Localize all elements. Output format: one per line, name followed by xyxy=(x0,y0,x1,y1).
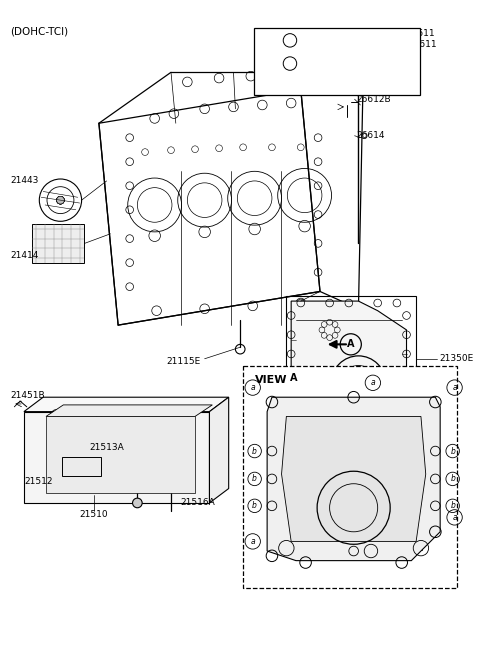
Text: 1140GD: 1140GD xyxy=(356,59,390,68)
Text: PNC: PNC xyxy=(364,80,382,89)
Text: 21513A: 21513A xyxy=(89,443,124,452)
Text: b: b xyxy=(450,501,455,510)
Polygon shape xyxy=(209,398,228,503)
Text: 1140EJ: 1140EJ xyxy=(363,73,395,83)
Text: b: b xyxy=(288,36,292,45)
Text: a: a xyxy=(251,383,255,392)
Text: SYMBOL: SYMBOL xyxy=(273,80,307,89)
Text: 26615: 26615 xyxy=(312,49,341,58)
Text: b: b xyxy=(369,546,373,556)
Text: 21443: 21443 xyxy=(11,176,39,186)
Text: 21516A: 21516A xyxy=(180,499,216,508)
Text: 21414: 21414 xyxy=(11,251,39,260)
Polygon shape xyxy=(46,417,195,493)
Text: b: b xyxy=(252,474,257,483)
Text: 21451B: 21451B xyxy=(11,391,45,400)
Text: b: b xyxy=(252,501,257,510)
Polygon shape xyxy=(291,301,407,411)
Circle shape xyxy=(57,196,64,204)
Polygon shape xyxy=(24,411,209,503)
Text: a: a xyxy=(452,383,457,392)
Text: a: a xyxy=(419,544,423,552)
Text: (DOHC-TCI): (DOHC-TCI) xyxy=(11,26,69,36)
Text: a: a xyxy=(288,59,292,68)
Circle shape xyxy=(57,196,64,204)
Circle shape xyxy=(57,196,64,204)
Text: 26615: 26615 xyxy=(344,37,372,46)
Text: 21512: 21512 xyxy=(24,478,53,486)
Text: VIEW: VIEW xyxy=(254,375,287,385)
Polygon shape xyxy=(282,417,426,541)
Text: b: b xyxy=(252,447,257,455)
Text: 21115E: 21115E xyxy=(166,357,201,366)
FancyBboxPatch shape xyxy=(254,28,420,94)
Circle shape xyxy=(57,196,64,204)
Text: 26614: 26614 xyxy=(357,131,385,140)
Circle shape xyxy=(132,498,142,508)
Circle shape xyxy=(83,452,92,462)
Polygon shape xyxy=(24,398,228,411)
Circle shape xyxy=(57,196,64,204)
Text: A: A xyxy=(290,373,298,383)
Text: b: b xyxy=(450,474,455,483)
Circle shape xyxy=(57,196,64,204)
Text: a: a xyxy=(251,537,255,546)
Polygon shape xyxy=(267,398,440,561)
Text: b: b xyxy=(450,447,455,455)
Text: 26611: 26611 xyxy=(407,30,435,38)
FancyBboxPatch shape xyxy=(32,224,84,262)
Text: 21350E: 21350E xyxy=(439,354,473,363)
Text: 21421: 21421 xyxy=(356,407,384,416)
Text: A: A xyxy=(347,339,355,350)
Text: a: a xyxy=(371,379,375,387)
Text: a: a xyxy=(452,513,457,522)
Text: 26611: 26611 xyxy=(408,40,437,49)
FancyBboxPatch shape xyxy=(243,367,456,588)
Text: 21510: 21510 xyxy=(80,510,108,519)
Circle shape xyxy=(342,75,348,81)
Text: 21473: 21473 xyxy=(243,422,272,430)
Text: a: a xyxy=(284,544,288,552)
Text: 26612B: 26612B xyxy=(357,94,391,104)
Polygon shape xyxy=(46,405,212,417)
Circle shape xyxy=(57,196,64,204)
Text: 1140ER: 1140ER xyxy=(357,36,389,45)
